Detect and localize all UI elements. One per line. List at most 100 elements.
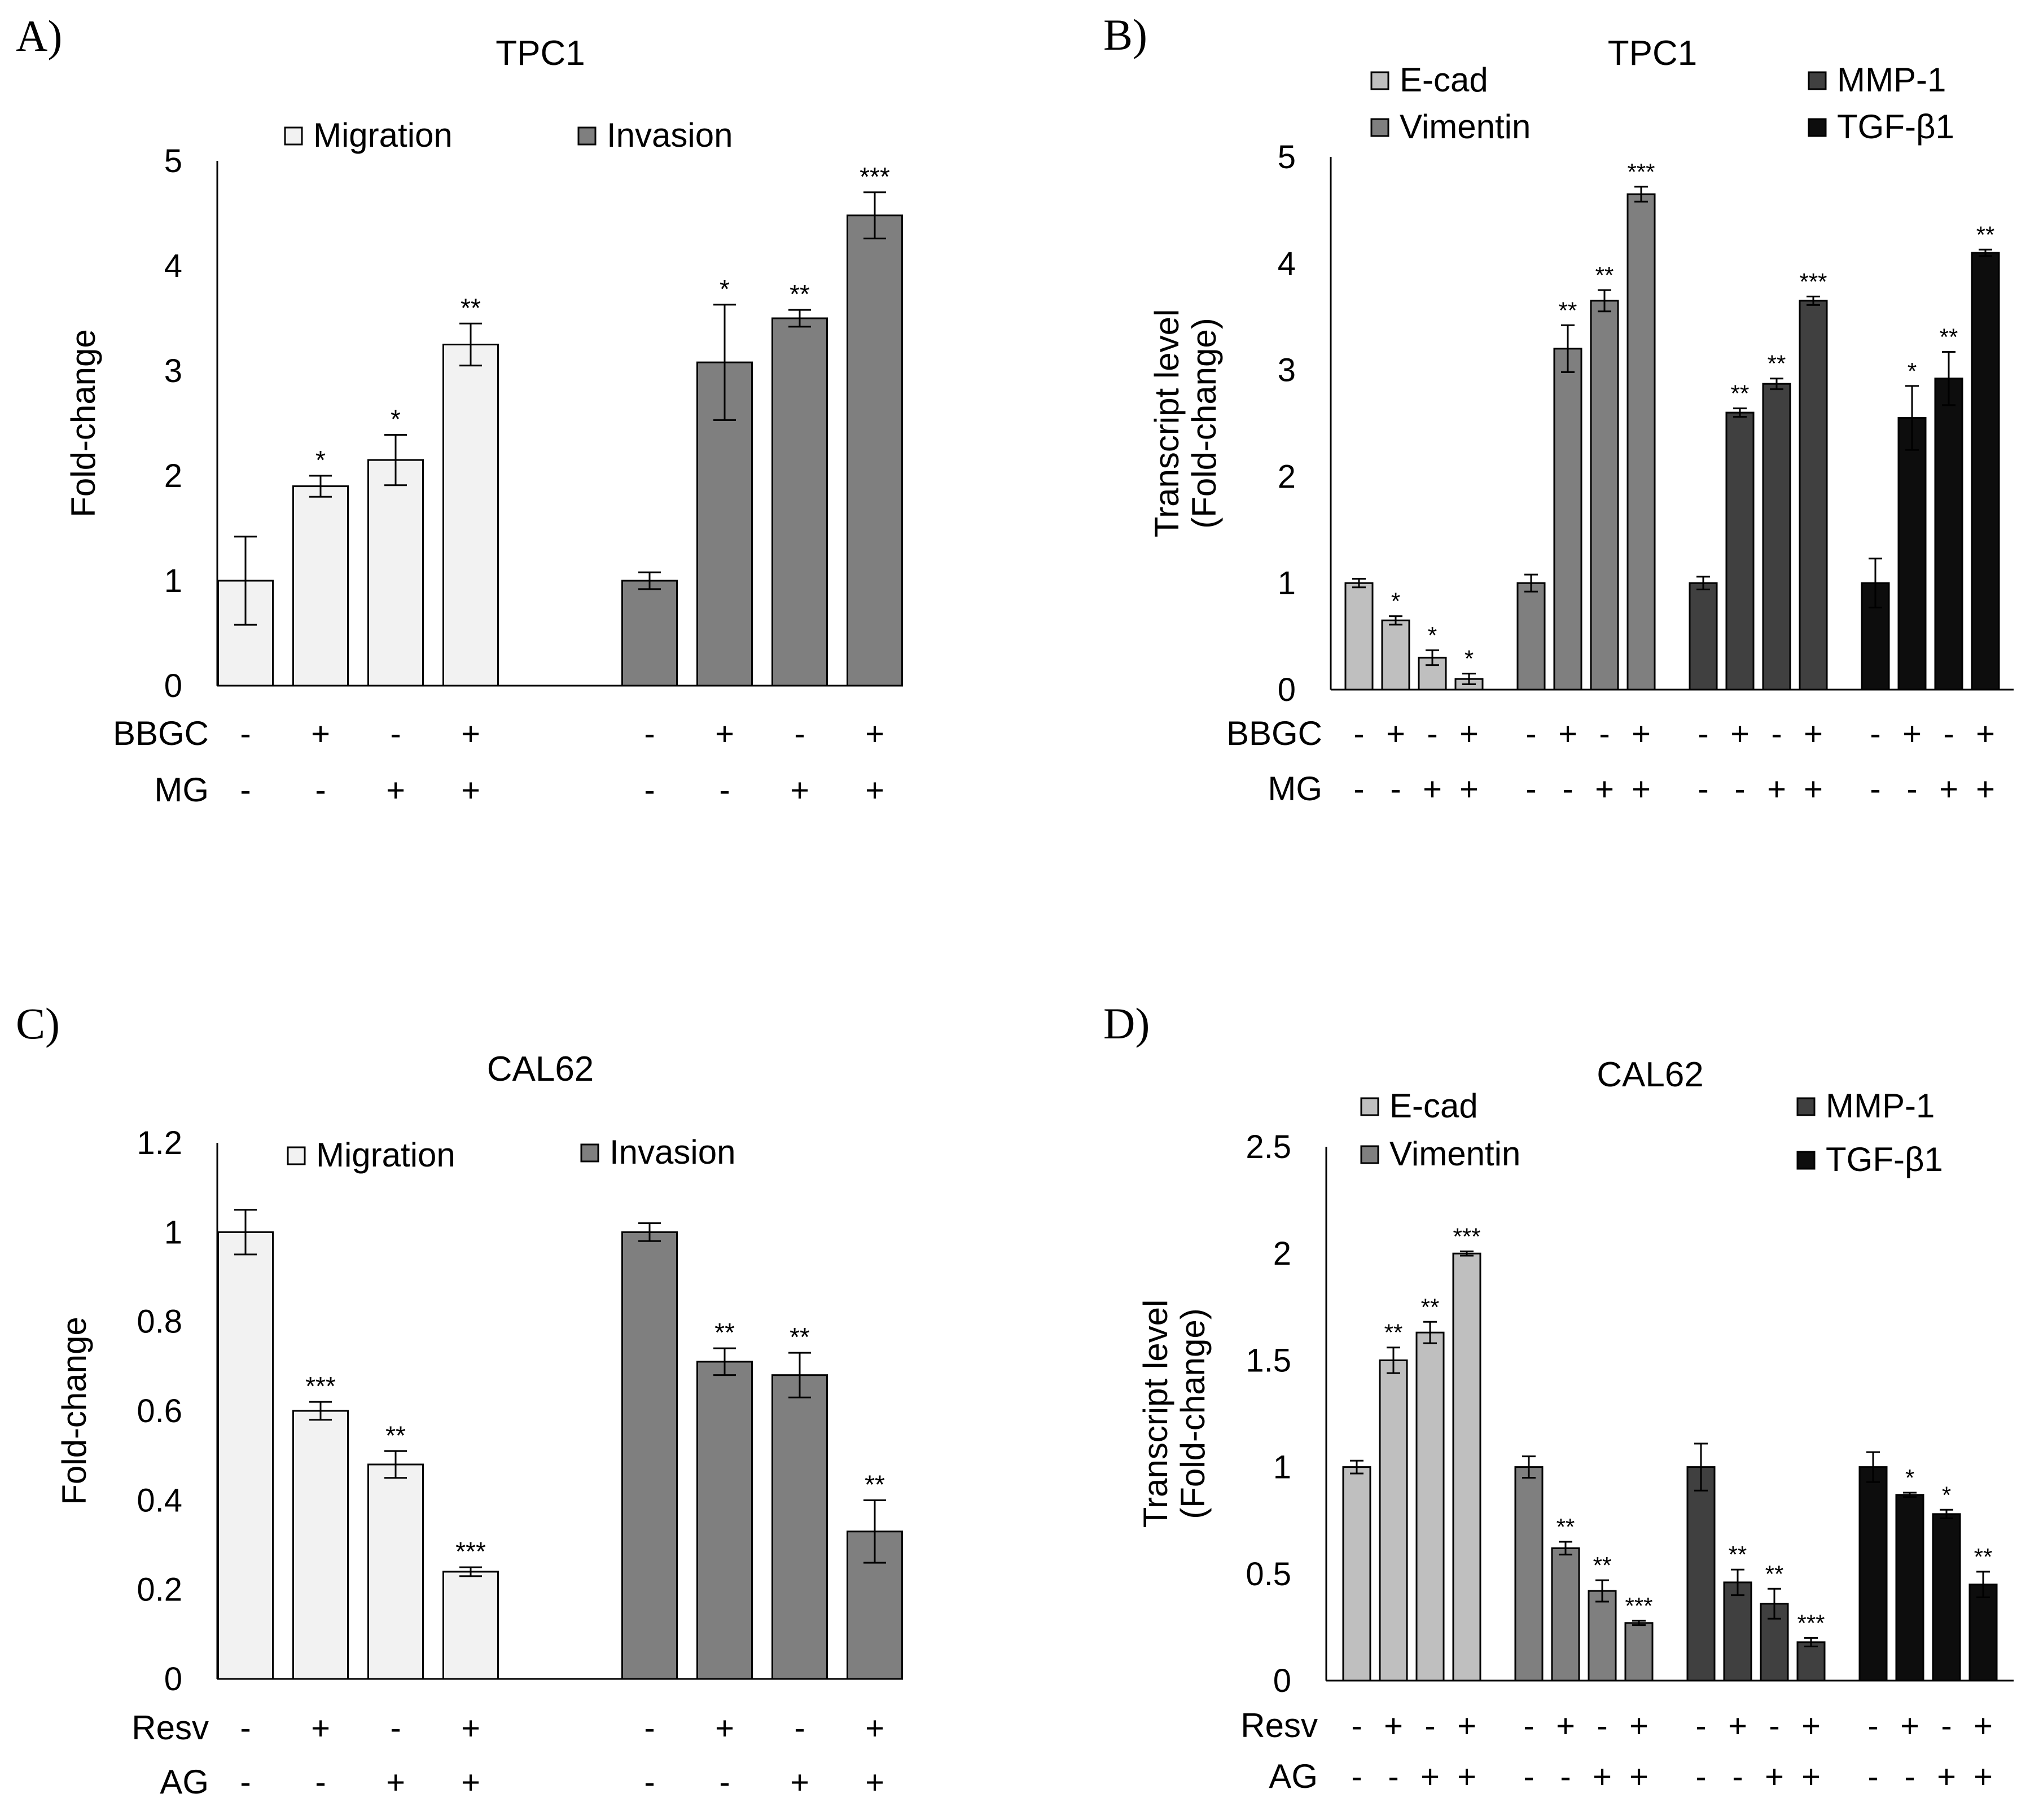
treatment-sign: + [1420,1758,1440,1795]
treatment-label: BBGC [1226,714,1322,752]
y-tick-label: 2 [164,458,182,494]
y-tick-label: 5 [1278,139,1296,176]
legend-label: Vimentin [1400,108,1531,146]
significance-label: * [1942,1481,1951,1508]
treatment-sign: - [315,1764,326,1801]
treatment-sign: - [1695,1708,1706,1744]
bar-migration [367,1463,424,1680]
treatment-sign: - [1698,716,1708,752]
treatment-sign: - [1427,716,1437,752]
treatment-sign: - [390,716,401,752]
treatment-sign: - [1523,1708,1534,1744]
treatment-sign: - [1597,1708,1607,1744]
legend-swatch [1796,1151,1816,1170]
legend-swatch [580,1143,599,1163]
y-tick-label: 0.6 [137,1393,182,1429]
significance-label: ** [714,1318,735,1347]
y-axis-label: Fold-change [64,329,102,518]
treatment-sign: - [644,1764,655,1801]
bar-e-cad [1342,1466,1371,1682]
significance-label: ** [1974,1543,1993,1570]
treatment-sign: + [1457,1758,1476,1795]
treatment-sign: + [1801,1708,1821,1744]
bar-e-cad [1381,619,1410,691]
legend-label: E-cad [1400,61,1488,99]
significance-label: ** [1768,350,1786,377]
treatment-sign: - [1943,716,1954,752]
treatment-sign: + [1974,1708,1993,1744]
bar-invasion [847,214,903,687]
bar-vimentin [1590,300,1619,691]
y-tick-label: 0 [164,1661,182,1698]
bar-vimentin [1588,1590,1617,1682]
y-axis-label: Fold-change [55,1317,93,1505]
treatment-sign: + [1629,1758,1648,1795]
treatment-sign: - [1867,1708,1878,1744]
significance-label: * [1905,1464,1914,1491]
treatment-sign: - [315,772,326,809]
treatment-label: AG [1269,1757,1318,1795]
y-tick-label: 0.4 [137,1482,182,1519]
significance-label: ** [1559,297,1577,323]
treatment-sign: - [1562,771,1573,808]
significance-label: ** [385,1420,406,1450]
y-tick-label: 0 [1273,1663,1291,1699]
significance-label: ** [790,279,810,309]
significance-label: * [1908,358,1917,384]
y-tick-label: 1 [164,563,182,599]
treatment-sign: - [644,1710,655,1747]
treatment-sign: + [865,716,884,752]
y-axis-label-line: Transcript level [1148,309,1186,538]
y-tick-label: 0.2 [137,1572,182,1608]
panel-label: A) [16,11,62,60]
treatment-sign: - [1388,1758,1398,1795]
legend-label: E-cad [1389,1087,1478,1125]
significance-label: ** [1731,380,1750,407]
treatment-sign: - [390,1710,401,1747]
y-tick-label: 0 [1278,672,1296,708]
treatment-sign: - [1353,771,1364,808]
bar-vimentin [1514,1466,1544,1682]
y-axis-label: Transcript level(Fold-change) [1148,309,1223,538]
treatment-sign: - [1771,716,1782,752]
bar-tgf-1 [1968,1584,1998,1682]
bar-e-cad [1418,656,1447,691]
y-tick-label: 1 [164,1214,182,1251]
treatment-label: AG [160,1763,209,1801]
bar-migration [217,1231,274,1680]
bar-mmp-1 [1799,300,1828,691]
bar-tgf-1 [1895,1494,1924,1682]
treatment-sign: - [1525,771,1536,808]
y-tick-label: 3 [164,353,182,389]
treatment-sign: - [1941,1708,1952,1744]
legend-swatch [1360,1097,1379,1116]
treatment-sign: + [865,1764,884,1801]
treatment-sign: - [240,772,251,809]
treatment-sign: + [1976,716,1995,752]
bar-vimentin [1624,1622,1654,1682]
chart-title: TPC1 [496,34,585,73]
legend-label: Migration [316,1136,455,1174]
treatment-sign: + [1593,1758,1612,1795]
legend-swatch [1796,1097,1816,1116]
treatment-sign: - [1390,771,1401,808]
treatment-label: MG [1268,770,1322,808]
treatment-sign: + [311,1710,330,1747]
bar-e-cad [1379,1359,1408,1682]
y-tick-label: 1.5 [1246,1342,1291,1379]
treatment-sign: - [644,772,655,809]
legend-swatch [577,126,597,146]
bar-mmp-1 [1723,1581,1752,1682]
significance-label: *** [305,1371,336,1401]
significance-label: *** [860,162,890,191]
bar-e-cad [1415,1331,1445,1682]
bar-invasion [771,1374,828,1680]
treatment-label: BBGC [113,714,209,752]
treatment-sign: - [240,716,251,752]
legend-swatch [1360,1145,1379,1164]
treatment-sign: + [311,716,330,752]
legend-label: Invasion [607,116,733,154]
treatment-sign: + [1457,1708,1476,1744]
bar-tgf-1 [1858,1466,1888,1682]
y-tick-label: 4 [164,248,182,284]
